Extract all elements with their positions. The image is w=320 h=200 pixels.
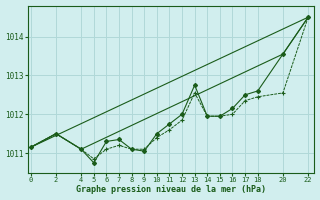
X-axis label: Graphe pression niveau de la mer (hPa): Graphe pression niveau de la mer (hPa) — [76, 185, 266, 194]
